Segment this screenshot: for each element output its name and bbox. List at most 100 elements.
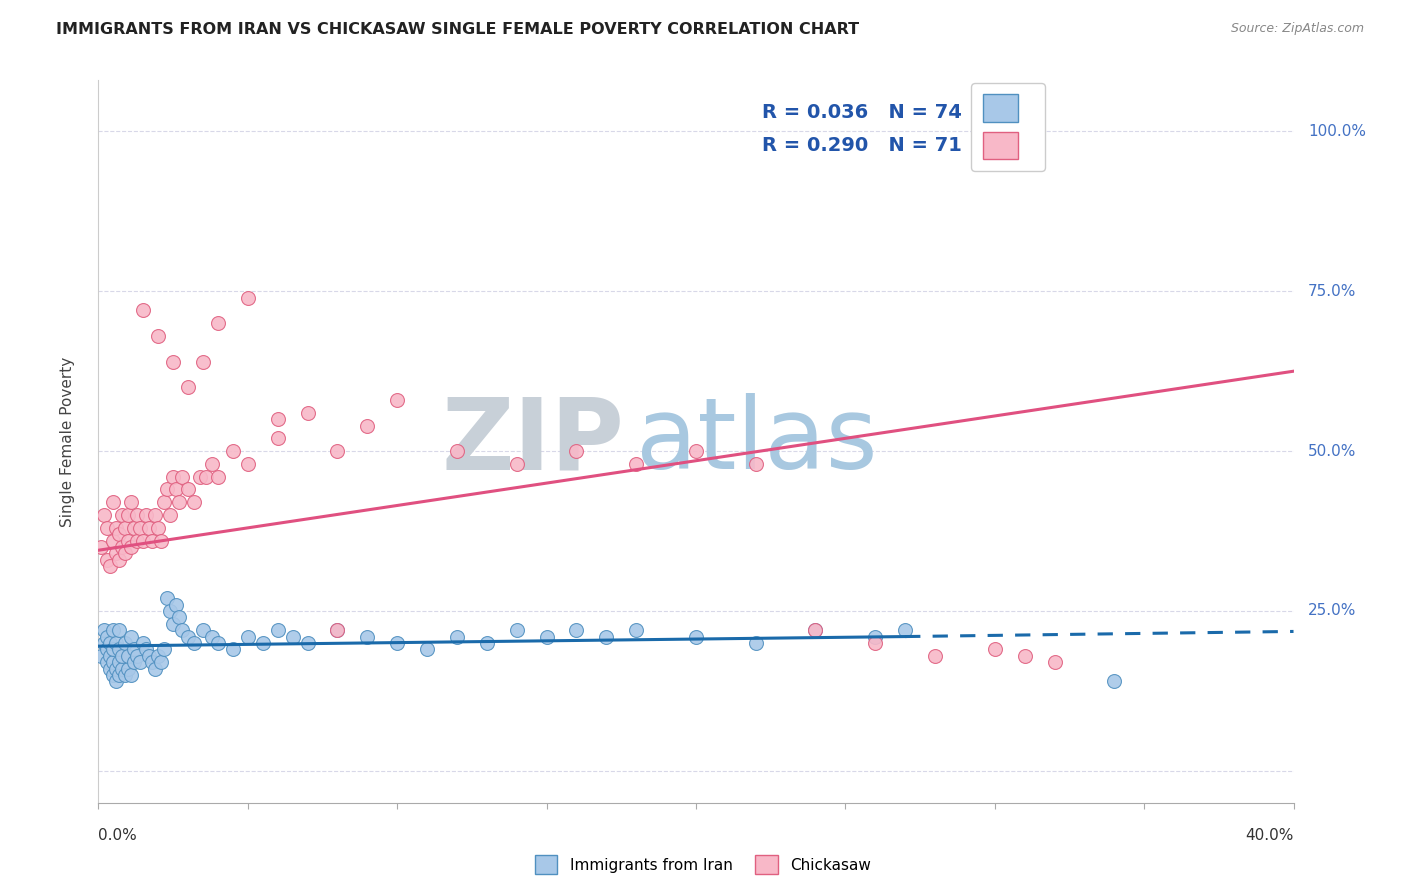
Point <box>98 636 122 650</box>
Point <box>156 591 179 606</box>
Text: IMMIGRANTS FROM IRAN VS CHICKASAW SINGLE FEMALE POVERTY CORRELATION CHART: IMMIGRANTS FROM IRAN VS CHICKASAW SINGLE… <box>56 22 859 37</box>
Point <box>105 521 128 535</box>
Point <box>385 636 409 650</box>
Point <box>236 457 259 471</box>
Point <box>150 655 173 669</box>
Point <box>236 630 259 644</box>
Point <box>132 303 155 318</box>
Point <box>103 623 125 637</box>
Point <box>924 648 946 663</box>
Point <box>475 636 498 650</box>
Point <box>685 444 707 458</box>
Point <box>156 483 179 497</box>
Point <box>114 636 136 650</box>
Point <box>506 457 529 471</box>
Point <box>745 457 768 471</box>
Point <box>138 648 160 663</box>
Point <box>105 636 128 650</box>
Point <box>1014 648 1036 663</box>
Point <box>804 623 827 637</box>
Point <box>446 630 468 644</box>
Point <box>120 540 142 554</box>
Point <box>165 483 187 497</box>
Point <box>894 623 917 637</box>
Point <box>201 457 224 471</box>
Point <box>117 648 139 663</box>
Point <box>177 380 200 394</box>
Point <box>108 655 131 669</box>
Point <box>148 329 170 343</box>
Point <box>177 630 200 644</box>
Point <box>111 540 134 554</box>
Point <box>536 630 558 644</box>
Point <box>148 648 170 663</box>
Point <box>93 623 115 637</box>
Y-axis label: Single Female Poverty: Single Female Poverty <box>60 357 75 526</box>
Point <box>108 553 131 567</box>
Point <box>96 553 118 567</box>
Point <box>96 521 118 535</box>
Text: ZIP: ZIP <box>441 393 624 490</box>
Point <box>114 668 136 682</box>
Point <box>207 636 229 650</box>
Point <box>804 623 827 637</box>
Point <box>162 354 184 368</box>
Point <box>117 661 139 675</box>
Point <box>124 655 146 669</box>
Point <box>103 495 125 509</box>
Text: 100.0%: 100.0% <box>1308 124 1365 139</box>
Text: 25.0%: 25.0% <box>1308 604 1357 618</box>
Point <box>195 469 218 483</box>
Legend: Immigrants from Iran, Chickasaw: Immigrants from Iran, Chickasaw <box>529 849 877 880</box>
Point <box>98 559 122 574</box>
Point <box>135 642 157 657</box>
Point <box>297 636 319 650</box>
Point <box>356 418 378 433</box>
Point <box>565 444 588 458</box>
Point <box>103 655 125 669</box>
Point <box>183 495 205 509</box>
Legend: , : , <box>972 83 1045 171</box>
Point <box>167 610 190 624</box>
Point <box>93 508 115 522</box>
Text: Source: ZipAtlas.com: Source: ZipAtlas.com <box>1230 22 1364 36</box>
Point <box>111 661 134 675</box>
Point <box>297 406 319 420</box>
Point <box>745 636 768 650</box>
Point <box>201 630 224 644</box>
Point <box>127 533 149 548</box>
Point <box>865 630 887 644</box>
Point <box>506 623 529 637</box>
Point <box>150 533 173 548</box>
Point <box>105 661 128 675</box>
Point <box>162 469 184 483</box>
Point <box>135 508 157 522</box>
Point <box>162 616 184 631</box>
Point <box>252 636 274 650</box>
Point <box>222 642 245 657</box>
Point <box>1043 655 1066 669</box>
Point <box>129 655 152 669</box>
Point <box>96 630 118 644</box>
Point <box>90 540 112 554</box>
Point <box>103 642 125 657</box>
Point <box>124 642 146 657</box>
Point <box>167 495 190 509</box>
Point <box>385 392 409 407</box>
Point <box>98 648 122 663</box>
Point <box>111 648 134 663</box>
Point <box>326 623 349 637</box>
Point <box>114 521 136 535</box>
Point <box>595 630 617 644</box>
Text: 0.0%: 0.0% <box>98 829 138 843</box>
Point <box>148 521 170 535</box>
Point <box>267 623 290 637</box>
Point <box>165 598 187 612</box>
Point <box>127 508 149 522</box>
Point <box>98 661 122 675</box>
Point <box>96 642 118 657</box>
Point <box>565 623 588 637</box>
Text: R = 0.290   N = 71: R = 0.290 N = 71 <box>762 136 962 155</box>
Point <box>159 604 181 618</box>
Text: atlas: atlas <box>637 393 877 490</box>
